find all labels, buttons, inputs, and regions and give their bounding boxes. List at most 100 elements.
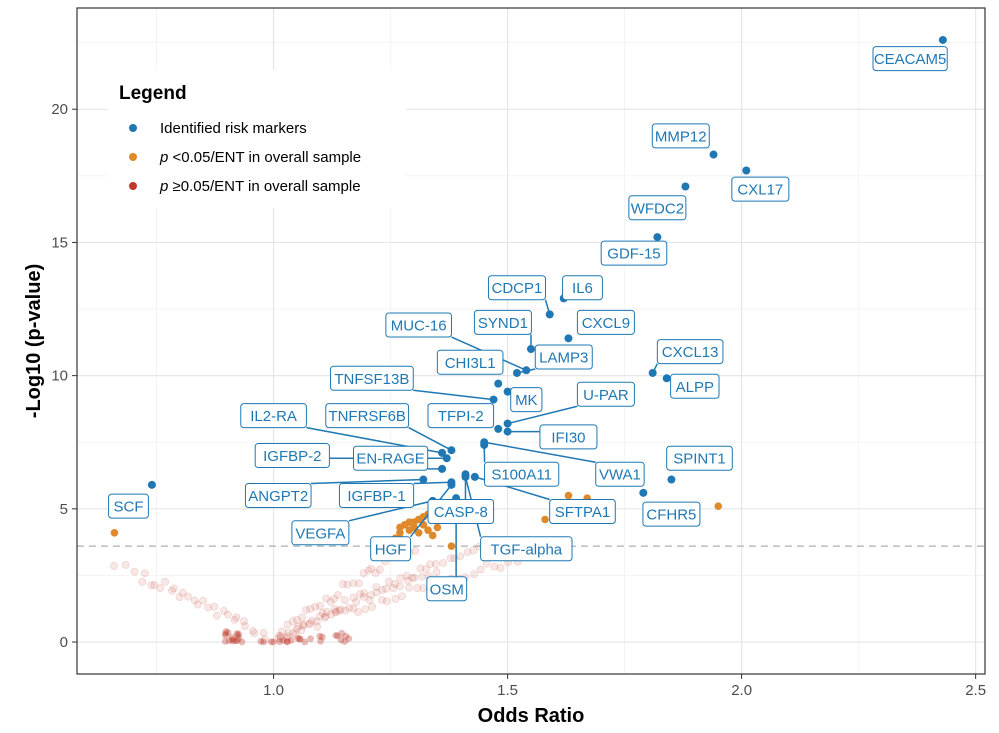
nonsignificant-point — [496, 564, 505, 572]
significant-point — [405, 526, 414, 534]
nonsignificant-point — [296, 635, 304, 643]
marker-label-box — [666, 445, 733, 471]
marker-label: S100A11 — [484, 461, 560, 487]
nonsignificant-point — [308, 616, 316, 625]
identified-point — [709, 150, 718, 159]
nonsignificant-point — [312, 617, 321, 626]
y-tick-label: 10 — [51, 368, 68, 385]
nonsignificant-point — [355, 590, 364, 598]
marker-label: U-PAR — [576, 381, 635, 407]
nonsignificant-point — [190, 596, 199, 605]
nonsignificant-point — [283, 638, 291, 646]
significant-point — [541, 515, 549, 524]
nonsignificant-point — [336, 605, 345, 614]
identified-point — [489, 395, 498, 404]
marker-label-text: TNFRSF6B — [328, 408, 406, 425]
marker-label: TFPI-2 — [427, 403, 495, 429]
marker-label-box — [244, 483, 312, 509]
x-tick-label: 2.0 — [731, 682, 752, 699]
identified-point — [667, 475, 676, 484]
nonsignificant-point — [299, 621, 307, 630]
y-tick-label: 15 — [51, 234, 68, 251]
marker-label: TNFRSF6B — [325, 403, 410, 429]
label-connector — [348, 500, 433, 522]
marker-label-box — [576, 381, 635, 407]
nonsignificant-point — [291, 630, 300, 639]
nonsignificant-point — [318, 609, 327, 617]
marker-label-text: HGF — [375, 541, 407, 558]
nonsignificant-point — [326, 597, 335, 606]
nonsignificant-point — [337, 636, 345, 644]
label-connector — [408, 426, 452, 451]
nonsignificant-point — [221, 637, 229, 645]
nonsignificant-point — [239, 617, 248, 626]
nonsignificant-point — [140, 569, 149, 578]
nonsignificant-point — [121, 561, 130, 569]
identified-point — [648, 368, 657, 377]
marker-label: IGFBP-1 — [338, 483, 415, 509]
nonsignificant-point — [204, 603, 212, 612]
nonsignificant-point — [229, 636, 236, 643]
marker-label: VEGFA — [291, 520, 350, 546]
nonsignificant-point — [340, 596, 349, 605]
nonsignificant-point — [257, 637, 265, 645]
identified-point — [470, 472, 479, 481]
marker-label: ALPP — [670, 373, 720, 399]
marker-label: MMP12 — [651, 123, 710, 149]
nonsignificant-point — [384, 577, 393, 586]
identified-point — [545, 310, 554, 319]
marker-label-text: CXCL9 — [582, 315, 630, 332]
nonsignificant-point — [432, 568, 441, 576]
nonsignificant-point — [330, 605, 339, 613]
marker-label-text: WFDC2 — [631, 200, 684, 217]
nonsignificant-point — [334, 632, 341, 640]
plot-border — [76, 7, 986, 675]
nonsignificant-point — [230, 615, 239, 624]
y-tick-label: 5 — [60, 501, 68, 518]
nonsignificant-point — [259, 628, 268, 637]
marker-label-text: CXCL13 — [662, 344, 719, 361]
marker-label-text: CXL17 — [737, 182, 783, 199]
label-connector — [507, 405, 578, 425]
marker-label-text: TGF-alpha — [490, 541, 562, 558]
label-connector — [311, 478, 424, 485]
marker-label: SFTPA1 — [549, 498, 616, 524]
nonsignificant-point — [360, 589, 369, 598]
marker-label-box — [427, 498, 495, 524]
marker-label: LAMP3 — [534, 344, 593, 370]
marker-label-box — [473, 309, 532, 335]
legend-label: Identified risk markers — [160, 120, 307, 137]
nonsignificant-point — [402, 571, 411, 580]
nonsignificant-point — [426, 560, 435, 569]
nonsignificant-point — [260, 638, 267, 646]
nonsignificant-point — [267, 638, 275, 646]
identified-point — [653, 233, 662, 242]
nonsignificant-point — [280, 637, 287, 644]
marker-labels: CEACAM5 MMP12 CXL17 WFDC2 GDF-15 IL6 CDCP1 CXCL… — [108, 46, 948, 602]
nonsignificant-point — [422, 565, 431, 574]
marker-label: CHI3L1 — [436, 349, 504, 375]
identified-point — [522, 366, 531, 375]
marker-label-text: CEACAM5 — [874, 51, 947, 68]
nonsignificant-point — [378, 596, 386, 604]
nonsignificant-point — [232, 613, 241, 622]
identified-point — [662, 374, 671, 383]
marker-label-box — [291, 520, 350, 546]
nonsignificant-point — [299, 620, 308, 629]
marker-label: CASP-8 — [427, 498, 495, 524]
nonsignificant-point — [250, 629, 259, 637]
legend-swatch — [129, 124, 137, 132]
nonsignificant-point — [463, 548, 472, 556]
identified-point — [564, 334, 573, 343]
nonsignificant-point — [193, 600, 202, 609]
marker-label: CFHR5 — [642, 501, 701, 527]
nonsignificant-point — [320, 613, 329, 622]
nonsignificant-point — [371, 569, 380, 577]
nonsignificant-point — [345, 603, 354, 612]
marker-label-text: MUC-16 — [391, 318, 447, 335]
x-tick-label: 1.0 — [263, 682, 284, 699]
nonsignificant-point — [184, 592, 192, 601]
nonsignificant-point — [229, 637, 237, 645]
marker-label: TGF-alpha — [480, 536, 573, 562]
marker-label-text: CASP-8 — [434, 504, 488, 521]
